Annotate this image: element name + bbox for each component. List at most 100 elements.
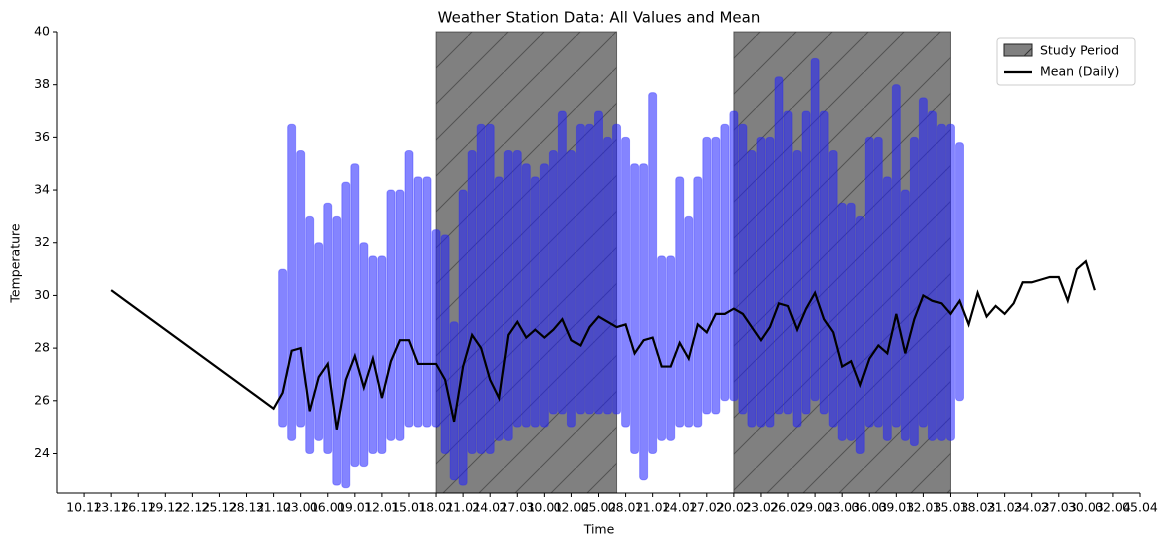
- value-range: [530, 176, 540, 428]
- value-range: [747, 150, 757, 428]
- value-range: [485, 123, 495, 454]
- x-tick-label: 05.02: [581, 500, 617, 515]
- value-range: [702, 136, 712, 415]
- value-range: [855, 215, 865, 454]
- value-range: [575, 123, 585, 415]
- value-range: [494, 176, 504, 441]
- x-tick-label: 12.01: [364, 500, 400, 515]
- x-tick-label: 02.02: [554, 500, 590, 515]
- x-tick-label: 03.01: [283, 500, 319, 515]
- y-tick-label: 26: [34, 392, 50, 407]
- value-range: [287, 123, 297, 441]
- value-range: [666, 255, 676, 441]
- value-range: [810, 57, 820, 402]
- x-tick-label: 09.03: [878, 500, 914, 515]
- value-range: [431, 229, 441, 428]
- value-range: [621, 136, 631, 428]
- value-range: [882, 176, 892, 441]
- value-range: [837, 202, 847, 441]
- x-tick-label: 26.02: [770, 500, 806, 515]
- value-range: [729, 110, 739, 402]
- x-tick-label: 18.03: [960, 500, 996, 515]
- x-tick-label: 24.03: [1014, 500, 1050, 515]
- value-range: [909, 136, 919, 447]
- chart-title: Weather Station Data: All Values and Mea…: [438, 9, 761, 27]
- value-range: [873, 136, 883, 428]
- y-tick-label: 28: [34, 340, 50, 355]
- y-tick-label: 30: [34, 287, 50, 302]
- x-tick-label: 29.02: [797, 500, 833, 515]
- y-tick-label: 38: [34, 76, 50, 91]
- x-tick-label: 30.03: [1068, 500, 1104, 515]
- x-tick-label: 10.12: [66, 500, 102, 515]
- legend-label: Mean (Daily): [1040, 64, 1119, 79]
- value-range: [927, 110, 937, 441]
- value-range: [332, 215, 342, 486]
- value-range: [792, 150, 802, 428]
- value-range: [503, 150, 513, 441]
- value-range: [756, 136, 766, 428]
- value-range: [630, 163, 640, 454]
- x-tick-label: 31.12: [256, 500, 292, 515]
- value-range: [955, 142, 964, 402]
- value-range: [377, 255, 387, 454]
- x-tick-label: 05.04: [1122, 500, 1158, 515]
- value-range: [900, 189, 910, 441]
- value-range: [314, 242, 324, 441]
- x-tick-label: 03.03: [824, 500, 860, 515]
- x-tick-label: 08.02: [608, 500, 644, 515]
- value-range: [323, 202, 333, 454]
- plot-area: [110, 31, 1096, 494]
- value-range: [305, 215, 315, 454]
- x-tick-label: 06.03: [851, 500, 887, 515]
- value-range: [891, 84, 901, 428]
- x-tick-label: 21.03: [987, 500, 1023, 515]
- value-range: [738, 123, 748, 415]
- value-range: [512, 150, 522, 428]
- x-tick-label: 13.12: [93, 500, 129, 515]
- value-range: [548, 150, 558, 415]
- value-range: [566, 150, 576, 428]
- value-range: [368, 255, 378, 454]
- value-range: [684, 215, 694, 428]
- legend-swatch-hatch: [1004, 44, 1032, 56]
- value-range: [521, 163, 531, 428]
- value-range: [918, 97, 928, 428]
- legend: Study Period Mean (Daily): [996, 37, 1136, 86]
- value-range: [774, 76, 784, 415]
- value-range: [936, 123, 946, 441]
- value-range: [395, 189, 405, 441]
- value-range: [539, 163, 549, 428]
- value-range: [422, 176, 432, 428]
- x-tick-label: 17.02: [689, 500, 725, 515]
- value-range: [350, 163, 360, 468]
- x-axis-label: Time: [583, 522, 615, 537]
- value-range: [639, 163, 649, 481]
- y-tick-label: 24: [34, 445, 50, 460]
- value-range: [828, 150, 838, 428]
- x-tick-label: 06.01: [310, 500, 346, 515]
- x-tick-label: 24.01: [472, 500, 508, 515]
- value-range: [557, 110, 567, 415]
- x-tick-label: 11.02: [635, 500, 671, 515]
- value-range: [603, 136, 613, 415]
- value-range: [846, 202, 856, 441]
- value-range: [341, 181, 351, 489]
- value-range: [278, 268, 288, 428]
- value-range: [440, 234, 450, 454]
- x-tick-label: 15.03: [933, 500, 969, 515]
- value-range: [675, 176, 685, 428]
- value-range: [819, 110, 829, 415]
- value-range: [404, 150, 414, 428]
- x-tick-label: 30.01: [526, 500, 562, 515]
- y-tick-label: 36: [34, 129, 50, 144]
- value-range: [467, 150, 477, 454]
- x-tick-label: 02.04: [1095, 500, 1131, 515]
- value-range: [359, 242, 369, 468]
- value-range: [693, 176, 703, 428]
- x-tick-label: 27.01: [499, 500, 535, 515]
- value-range: [648, 92, 658, 454]
- value-range: [657, 255, 667, 441]
